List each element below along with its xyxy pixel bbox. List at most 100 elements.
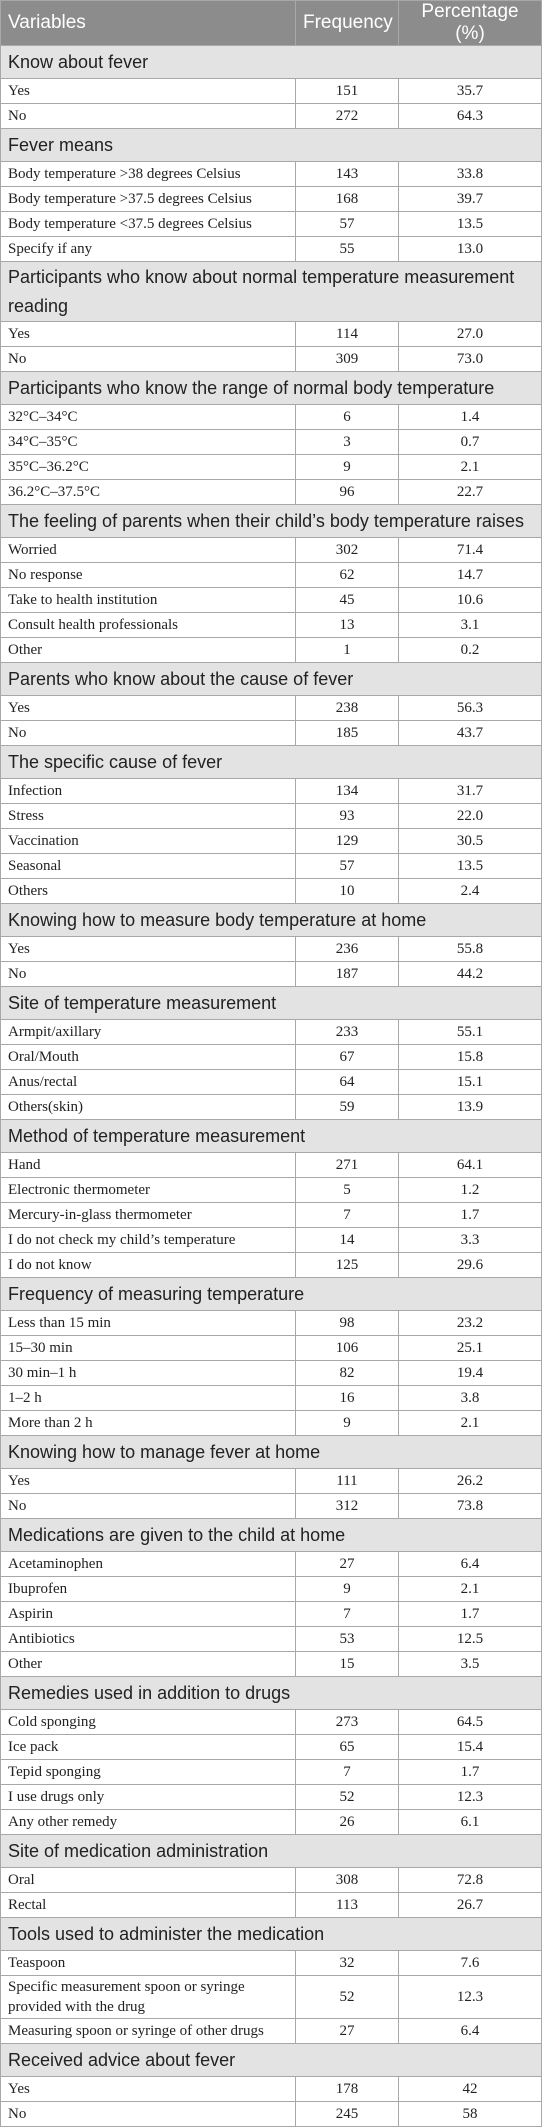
header-frequency: Frequency bbox=[295, 0, 399, 46]
table-row: 36.2°C–37.5°C 96 22.7 bbox=[0, 479, 542, 505]
section-title: Knowing how to manage fever at home bbox=[0, 1435, 542, 1469]
row-variable: 15–30 min bbox=[0, 1335, 296, 1361]
table-row: 15–30 min 106 25.1 bbox=[0, 1335, 542, 1361]
table-row: Armpit/axillary 233 55.1 bbox=[0, 1019, 542, 1045]
row-frequency: 134 bbox=[295, 778, 399, 804]
row-percentage: 64.1 bbox=[398, 1152, 542, 1178]
row-frequency: 3 bbox=[295, 429, 399, 455]
row-percentage: 3.3 bbox=[398, 1227, 542, 1253]
row-frequency: 238 bbox=[295, 695, 399, 721]
row-frequency: 312 bbox=[295, 1493, 399, 1519]
row-frequency: 9 bbox=[295, 1576, 399, 1602]
row-percentage: 0.7 bbox=[398, 429, 542, 455]
section-header-row: Knowing how to measure body temperature … bbox=[0, 903, 542, 937]
row-percentage: 64.5 bbox=[398, 1709, 542, 1735]
row-variable: Yes bbox=[0, 321, 296, 347]
row-frequency: 57 bbox=[295, 853, 399, 879]
row-percentage: 58 bbox=[398, 2101, 542, 2127]
row-variable: Specific measurement spoon or syringe pr… bbox=[0, 1975, 296, 2019]
table-row: 1–2 h 16 3.8 bbox=[0, 1385, 542, 1411]
row-percentage: 73.8 bbox=[398, 1493, 542, 1519]
row-frequency: 129 bbox=[295, 828, 399, 854]
row-variable: More than 2 h bbox=[0, 1410, 296, 1436]
row-percentage: 44.2 bbox=[398, 961, 542, 987]
table-row: Yes 111 26.2 bbox=[0, 1468, 542, 1494]
row-percentage: 1.7 bbox=[398, 1601, 542, 1627]
row-frequency: 245 bbox=[295, 2101, 399, 2127]
row-variable: Rectal bbox=[0, 1892, 296, 1918]
row-variable: No bbox=[0, 1493, 296, 1519]
table-row: I do not check my child’s temperature 14 3… bbox=[0, 1227, 542, 1253]
row-frequency: 272 bbox=[295, 103, 399, 129]
row-frequency: 16 bbox=[295, 1385, 399, 1411]
table-row: No 187 44.2 bbox=[0, 961, 542, 987]
row-variable: 1–2 h bbox=[0, 1385, 296, 1411]
row-variable: 32°C–34°C bbox=[0, 404, 296, 430]
row-frequency: 7 bbox=[295, 1759, 399, 1785]
row-frequency: 57 bbox=[295, 211, 399, 237]
table-row: I use drugs only 52 12.3 bbox=[0, 1784, 542, 1810]
row-variable: Other bbox=[0, 637, 296, 663]
row-percentage: 15.1 bbox=[398, 1069, 542, 1095]
row-variable: Ibuprofen bbox=[0, 1576, 296, 1602]
section-title: Remedies used in addition to drugs bbox=[0, 1676, 542, 1710]
section-title: Participants who know the range of norma… bbox=[0, 371, 542, 405]
section-title: Site of medication administration bbox=[0, 1834, 542, 1868]
row-percentage: 12.3 bbox=[398, 1784, 542, 1810]
table-row: Oral/Mouth 67 15.8 bbox=[0, 1044, 542, 1070]
table-row: Specify if any 55 13.0 bbox=[0, 236, 542, 262]
table-row: Oral 308 72.8 bbox=[0, 1867, 542, 1893]
row-percentage: 27.0 bbox=[398, 321, 542, 347]
table-row: I do not know 125 29.6 bbox=[0, 1252, 542, 1278]
row-percentage: 22.0 bbox=[398, 803, 542, 829]
row-percentage: 19.4 bbox=[398, 1360, 542, 1386]
section-header-row: The feeling of parents when their child’… bbox=[0, 504, 542, 538]
row-variable: Oral/Mouth bbox=[0, 1044, 296, 1070]
row-variable: Body temperature >37.5 degrees Celsius bbox=[0, 186, 296, 212]
section-header-row: Received advice about fever bbox=[0, 2043, 542, 2077]
row-percentage: 6.4 bbox=[398, 2018, 542, 2044]
table-row: 32°C–34°C 6 1.4 bbox=[0, 404, 542, 430]
section-header-row: Know about fever bbox=[0, 45, 542, 79]
row-frequency: 187 bbox=[295, 961, 399, 987]
row-percentage: 6.1 bbox=[398, 1809, 542, 1835]
table-row: Others 10 2.4 bbox=[0, 878, 542, 904]
table-row: Rectal 113 26.7 bbox=[0, 1892, 542, 1918]
table-row: Less than 15 min 98 23.2 bbox=[0, 1310, 542, 1336]
row-percentage: 29.6 bbox=[398, 1252, 542, 1278]
row-frequency: 64 bbox=[295, 1069, 399, 1095]
row-variable: Yes bbox=[0, 695, 296, 721]
row-variable: Take to health institution bbox=[0, 587, 296, 613]
row-frequency: 9 bbox=[295, 454, 399, 480]
section-header-row: Site of temperature measurement bbox=[0, 986, 542, 1020]
row-percentage: 14.7 bbox=[398, 562, 542, 588]
section-title: Parents who know about the cause of feve… bbox=[0, 662, 542, 696]
table-row: Electronic thermometer 5 1.2 bbox=[0, 1177, 542, 1203]
row-percentage: 31.7 bbox=[398, 778, 542, 804]
row-frequency: 7 bbox=[295, 1601, 399, 1627]
header-variables: Variables bbox=[0, 0, 296, 46]
row-percentage: 12.3 bbox=[398, 1975, 542, 2019]
row-percentage: 55.8 bbox=[398, 936, 542, 962]
section-header-row: Frequency of measuring temperature bbox=[0, 1277, 542, 1311]
row-frequency: 62 bbox=[295, 562, 399, 588]
row-variable: Yes bbox=[0, 1468, 296, 1494]
row-variable: Measuring spoon or syringe of other drug… bbox=[0, 2018, 296, 2044]
section-title: Received advice about fever bbox=[0, 2043, 542, 2077]
row-percentage: 2.1 bbox=[398, 1576, 542, 1602]
row-variable: Stress bbox=[0, 803, 296, 829]
row-frequency: 185 bbox=[295, 720, 399, 746]
row-variable: Any other remedy bbox=[0, 1809, 296, 1835]
row-percentage: 3.8 bbox=[398, 1385, 542, 1411]
table-row: Teaspoon 32 7.6 bbox=[0, 1950, 542, 1976]
row-percentage: 42 bbox=[398, 2076, 542, 2102]
row-frequency: 308 bbox=[295, 1867, 399, 1893]
table-row: Seasonal 57 13.5 bbox=[0, 853, 542, 879]
row-variable: Armpit/axillary bbox=[0, 1019, 296, 1045]
header-percentage: Percentage (%) bbox=[398, 0, 542, 46]
row-frequency: 5 bbox=[295, 1177, 399, 1203]
section-header-row: Remedies used in addition to drugs bbox=[0, 1676, 542, 1710]
row-percentage: 7.6 bbox=[398, 1950, 542, 1976]
row-frequency: 113 bbox=[295, 1892, 399, 1918]
